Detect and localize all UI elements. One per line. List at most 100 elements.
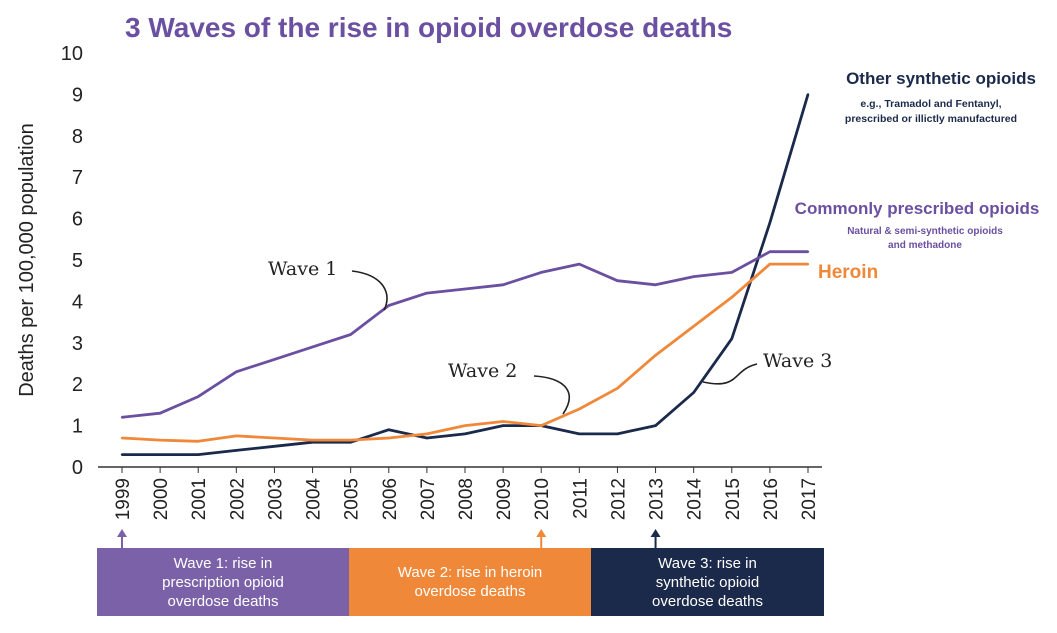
x-tick-label: 2001 xyxy=(189,478,210,520)
data-point xyxy=(235,370,238,373)
data-point xyxy=(768,250,772,253)
y-tick-label: 0 xyxy=(72,457,83,479)
wave-1-band: Wave 1: rise in prescription opioid over… xyxy=(97,548,349,616)
data-point xyxy=(158,453,162,456)
data-point xyxy=(540,271,543,274)
y-tick-label: 4 xyxy=(72,291,83,313)
data-point xyxy=(768,221,772,224)
x-tick-label: 2013 xyxy=(647,478,668,520)
data-point xyxy=(120,436,124,440)
data-point xyxy=(578,262,581,266)
x-tick-label: 2016 xyxy=(761,478,782,520)
y-tick-label: 6 xyxy=(72,209,83,231)
data-point xyxy=(197,440,200,443)
series-line-1 xyxy=(121,262,808,443)
series-sublabel-synthetic: e.g., Tramadol and Fentanyl, xyxy=(860,98,1001,110)
data-point xyxy=(158,438,162,442)
series-label-synthetic: Other synthetic opioids xyxy=(846,69,1036,88)
x-tick-label: 2007 xyxy=(418,478,439,520)
wave-1-arrow-head xyxy=(117,529,127,537)
data-point xyxy=(463,287,467,291)
data-point xyxy=(616,387,619,390)
data-point xyxy=(463,432,467,436)
data-point xyxy=(425,291,429,295)
data-point xyxy=(235,449,238,452)
series-sublabel-prescribed: and methadone xyxy=(888,240,962,251)
data-point xyxy=(654,283,657,287)
wave-1-callout xyxy=(351,270,388,311)
wave-3-callout xyxy=(702,363,758,385)
wave-3-band-text: Wave 3: rise in synthetic opioid overdos… xyxy=(652,554,763,610)
x-tick-label: 2012 xyxy=(608,478,629,520)
data-point xyxy=(730,296,733,299)
data-point xyxy=(501,283,505,287)
data-point xyxy=(387,436,390,440)
wave-3-band: Wave 3: rise in synthetic opioid overdos… xyxy=(591,548,824,616)
x-tick-label: 2006 xyxy=(380,478,401,520)
data-point xyxy=(501,424,505,427)
data-point xyxy=(654,424,657,427)
data-point xyxy=(158,411,162,415)
wave-2-label: Wave 2 xyxy=(448,360,517,382)
data-point xyxy=(425,432,429,436)
data-point xyxy=(197,395,200,398)
wave-2-band-text: Wave 2: rise in heroin overdose deaths xyxy=(397,564,543,600)
wave-2-callout xyxy=(533,375,570,415)
data-point xyxy=(273,358,276,361)
data-point xyxy=(120,416,124,419)
data-point xyxy=(806,250,810,253)
wave-3-label: Wave 3 xyxy=(763,350,832,372)
data-point xyxy=(311,438,314,442)
x-tick-label: 2000 xyxy=(151,478,172,520)
x-tick-label: 2011 xyxy=(570,478,591,519)
data-point xyxy=(768,262,772,266)
data-point xyxy=(578,407,581,411)
y-tick-label: 10 xyxy=(61,43,83,65)
series-labels: Other synthetic opioids e.g., Tramadol an… xyxy=(795,69,1040,283)
data-point xyxy=(311,440,314,444)
data-point xyxy=(387,428,390,431)
data-point xyxy=(616,432,619,436)
series-label-heroin: Heroin xyxy=(818,262,878,283)
data-point xyxy=(654,354,657,357)
annotations-layer: Wave 1 Wave 2 Wave 3 xyxy=(268,258,832,415)
data-point xyxy=(120,453,124,456)
wave-2-arrow-head xyxy=(536,529,547,537)
data-point xyxy=(273,436,276,440)
y-tick-label: 5 xyxy=(72,250,83,272)
x-tick-label: 2004 xyxy=(304,478,325,521)
data-point xyxy=(349,333,352,336)
y-tick-label: 9 xyxy=(72,84,83,106)
x-tick-label: 2003 xyxy=(265,478,286,520)
x-tick-label: 2015 xyxy=(723,478,744,520)
y-tick-label: 8 xyxy=(72,126,83,148)
x-tick-label: 2008 xyxy=(456,478,477,520)
data-point xyxy=(197,453,200,456)
data-point xyxy=(273,445,276,448)
tick-labels: 0 1 2 3 4 5 6 7 8 9 10 1999 2000 2001 2002 2003 2004 2005… xyxy=(16,43,820,520)
series-sublabel-synthetic: prescribed or illictly manufactured xyxy=(845,113,1017,125)
data-point xyxy=(730,337,733,340)
data-point xyxy=(692,391,695,394)
series-layer xyxy=(120,93,810,457)
wave-start-arrows xyxy=(117,529,661,548)
y-axis-label: Deaths per 100,000 population xyxy=(16,123,38,397)
data-point xyxy=(463,424,467,427)
y-tick-label: 1 xyxy=(72,416,83,438)
series-sublabel-prescribed: Natural & semi-synthetic opioids xyxy=(847,226,1003,237)
y-tick-label: 7 xyxy=(72,167,83,189)
x-tick-label: 2009 xyxy=(494,478,515,520)
x-tick-label: 2017 xyxy=(799,478,820,520)
x-tick-label: 2005 xyxy=(342,478,363,520)
data-point xyxy=(540,424,543,427)
axes xyxy=(98,466,822,473)
wave-1-label: Wave 1 xyxy=(268,258,337,280)
data-point xyxy=(349,438,352,442)
wave-1-band-text: Wave 1: rise in prescription opioid over… xyxy=(162,554,284,610)
data-point xyxy=(501,420,505,423)
data-point xyxy=(578,432,581,436)
data-point xyxy=(349,440,352,444)
data-point xyxy=(806,262,810,266)
y-tick-label: 2 xyxy=(72,374,83,396)
